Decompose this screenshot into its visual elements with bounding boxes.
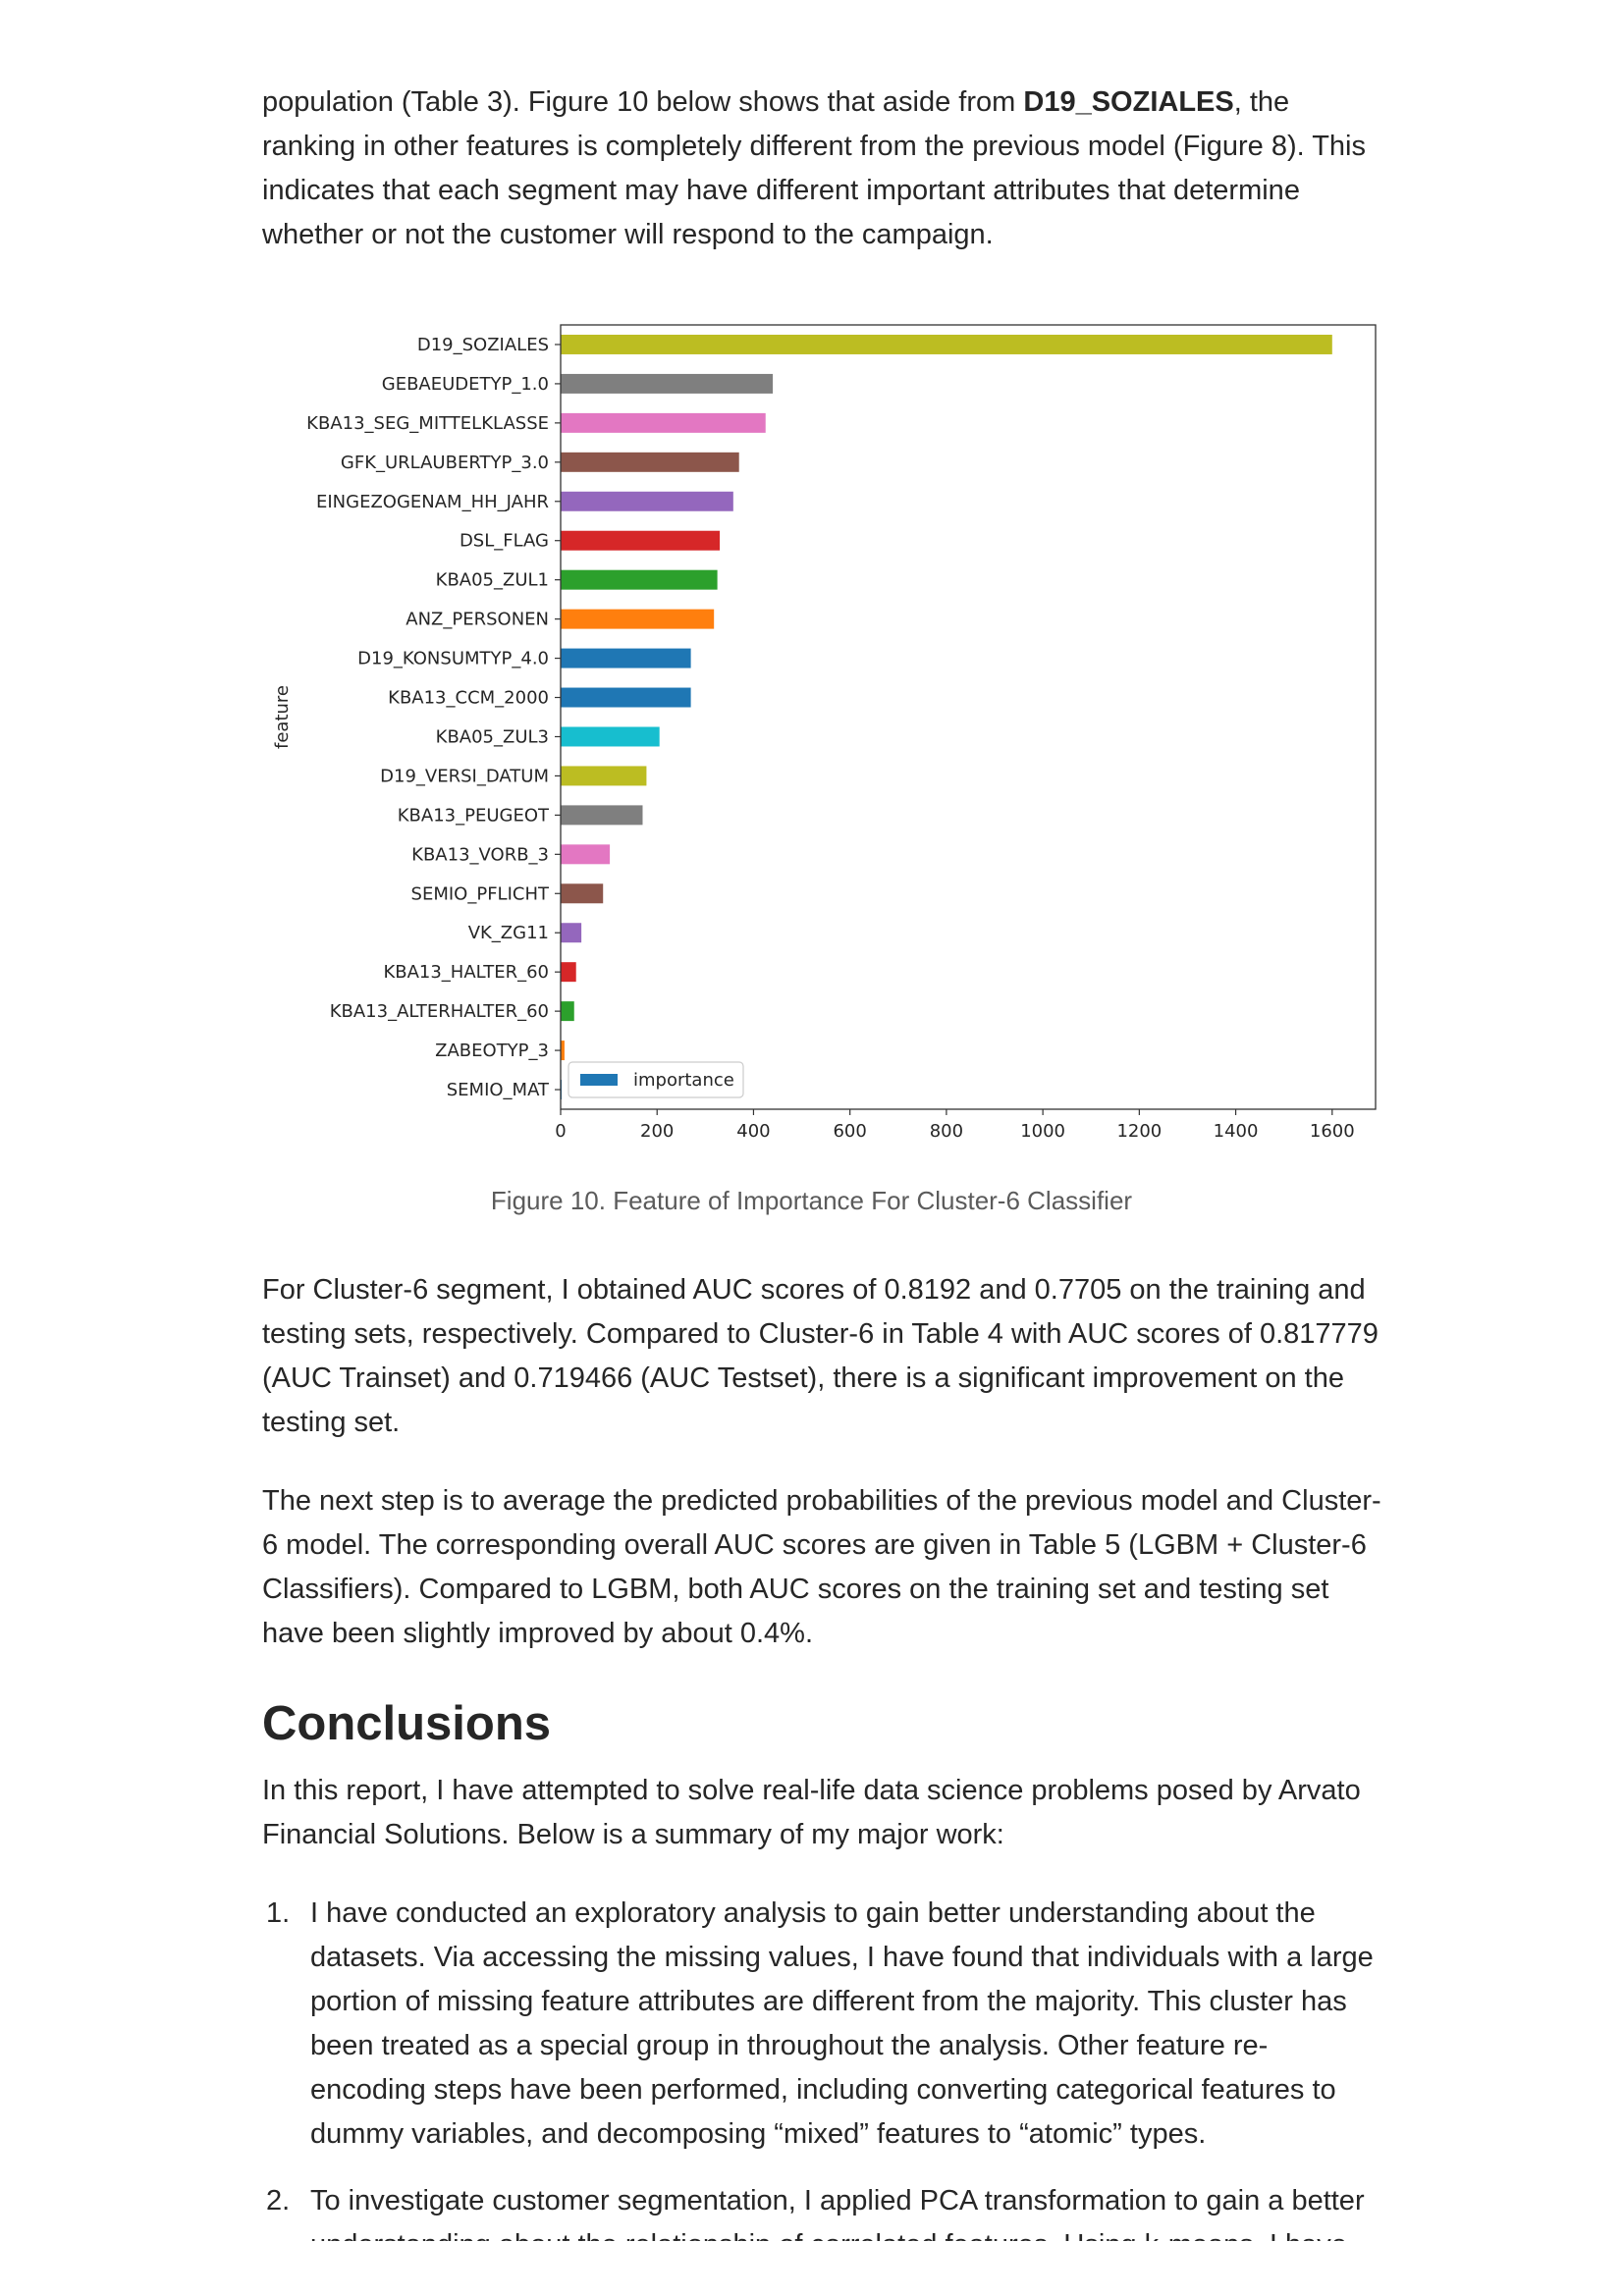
paragraph-averaging: The next step is to average the predicte…: [262, 1479, 1381, 1656]
x-tick-label: 0: [555, 1121, 566, 1142]
bar: [561, 569, 718, 590]
bar: [561, 609, 715, 629]
bar: [561, 412, 766, 433]
bold-term: D19_SOZIALES: [1023, 86, 1234, 118]
list-item-number: 2.: [266, 2185, 291, 2216]
bar: [561, 1041, 565, 1061]
paragraph-text: The next step is to average the predicte…: [262, 1485, 1381, 1649]
y-tick-label: KBA13_CCM_2000: [388, 688, 549, 709]
y-tick-label: ZABEOTYP_3: [435, 1041, 549, 1061]
y-tick-label: KBA05_ZUL3: [436, 726, 549, 747]
bar: [561, 844, 611, 865]
y-tick-label: D19_KONSUMTYP_4.0: [357, 649, 549, 669]
y-tick-label: KBA13_ALTERHALTER_60: [330, 1001, 549, 1022]
x-tick-label: 400: [736, 1121, 770, 1142]
bar: [561, 726, 660, 747]
feature-importance-chart: D19_SOZIALES GEBAEUDETYP_1.0 KBA13_SEG_MIT…: [272, 324, 1377, 1142]
y-tick-label: ANZ_PERSONEN: [406, 610, 549, 630]
y-tick-label: KBA05_ZUL1: [436, 570, 549, 591]
y-tick-label: SEMIO_MAT: [447, 1080, 550, 1100]
paragraph-summary-intro: In this report, I have attempted to solv…: [262, 1769, 1381, 1857]
y-tick-label: KBA13_HALTER_60: [383, 962, 549, 983]
y-tick-label: GEBAEUDETYP_1.0: [382, 374, 549, 395]
x-tick-label: 1200: [1116, 1121, 1162, 1142]
x-tick-label: 1600: [1310, 1121, 1355, 1142]
bar: [561, 648, 691, 668]
page-bottom-edge: [0, 2241, 1623, 2296]
feature-importance-figure: D19_SOZIALES GEBAEUDETYP_1.0 KBA13_SEG_MIT…: [255, 312, 1384, 1176]
bar: [561, 766, 647, 786]
bar: [561, 923, 582, 943]
section-heading-conclusions: Conclusions: [262, 1697, 552, 1750]
bar: [561, 530, 721, 551]
paragraph-text: population (Table 3). Figure 10 below sh…: [262, 86, 1024, 118]
figure-caption: Figure 10. Feature of Importance For Clu…: [490, 1186, 1133, 1215]
y-axis-label: feature: [272, 685, 293, 749]
y-tick-label: KBA13_VORB_3: [411, 844, 549, 865]
legend-swatch: [580, 1074, 618, 1086]
bar: [561, 491, 733, 511]
y-tick-label: D19_VERSI_DATUM: [380, 766, 549, 786]
paragraph-text: , the ranking in other features is compl…: [262, 86, 1367, 250]
bar: [561, 883, 604, 904]
y-tick-label: DSL_FLAG: [460, 531, 549, 552]
paragraph-text: For Cluster-6 segment, I obtained AUC sc…: [262, 1274, 1379, 1438]
list-item-text: I have conducted an exploratory analysis…: [310, 1897, 1374, 2150]
list-item: 1. I have conducted an exploratory analy…: [262, 1892, 1381, 2157]
x-tick-label: 1400: [1214, 1121, 1259, 1142]
x-tick-label: 800: [930, 1121, 963, 1142]
bar: [561, 373, 774, 394]
bar: [561, 687, 691, 708]
bar: [561, 962, 576, 983]
paragraph-text: In this report, I have attempted to solv…: [262, 1775, 1361, 1850]
y-tick-label: EINGEZOGENAM_HH_JAHR: [316, 492, 549, 512]
y-tick-label: SEMIO_PFLICHT: [411, 883, 550, 904]
y-tick-label: KBA13_PEUGEOT: [398, 805, 550, 826]
plot-frame: [560, 324, 1377, 1110]
legend-label: importance: [633, 1070, 734, 1091]
bar: [561, 334, 1332, 354]
paragraph-auc-results: For Cluster-6 segment, I obtained AUC sc…: [262, 1268, 1381, 1445]
x-tick-label: 200: [640, 1121, 674, 1142]
legend-box: [568, 1061, 744, 1098]
paragraph-intro: population (Table 3). Figure 10 below sh…: [262, 80, 1381, 257]
y-tick-label: GFK_URLAUBERTYP_3.0: [341, 453, 549, 473]
bar: [561, 1001, 574, 1022]
bar: [561, 452, 739, 472]
y-tick-label: KBA13_SEG_MITTELKLASSE: [306, 413, 549, 434]
y-tick-label: D19_SOZIALES: [417, 335, 549, 355]
bar: [561, 805, 643, 826]
conclusion-list: 1. I have conducted an exploratory analy…: [262, 1892, 1381, 2290]
x-tick-label: 600: [833, 1121, 866, 1142]
x-tick-label: 1000: [1020, 1121, 1065, 1142]
y-tick-label: VK_ZG11: [468, 923, 549, 943]
list-item-number: 1.: [266, 1897, 291, 1929]
